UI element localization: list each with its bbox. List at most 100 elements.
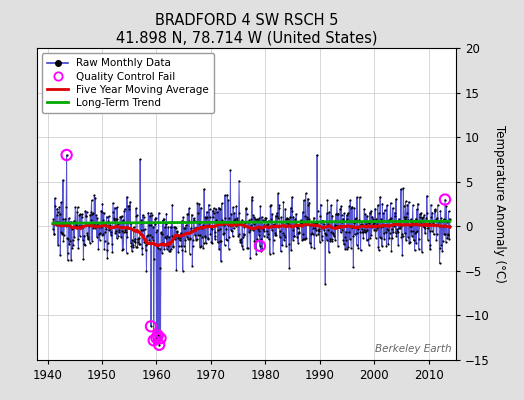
Point (144, 210, 152, 216)
Point (285, 222, 293, 228)
Point (98, 232, 106, 238)
Point (370, 227, 378, 233)
Point (99, 216, 107, 223)
Point (52, 212, 61, 218)
Point (419, 222, 427, 228)
Point (399, 202, 408, 209)
Point (274, 190, 282, 197)
Point (66, 221, 74, 228)
Point (355, 217, 364, 224)
Point (196, 244, 204, 250)
Point (427, 214, 435, 220)
Point (93, 215, 102, 221)
Point (227, 211, 235, 217)
Point (221, 192, 229, 198)
Point (49, 216, 58, 223)
Point (439, 238, 447, 244)
Point (172, 232, 180, 239)
Point (270, 222, 278, 228)
Point (60, 221, 69, 228)
Point (134, 236, 143, 242)
Point (408, 219, 417, 225)
Point (97, 208, 105, 214)
Point (347, 224, 356, 230)
Point (121, 227, 129, 233)
Point (234, 220, 242, 227)
Point (224, 246, 233, 252)
Point (101, 238, 109, 244)
Point (357, 226, 366, 232)
Point (138, 250, 147, 257)
Point (70, 234, 79, 240)
Point (224, 222, 232, 228)
Point (223, 192, 232, 198)
Point (105, 225, 114, 232)
Point (229, 204, 237, 210)
Point (263, 234, 271, 240)
Point (355, 223, 363, 229)
Point (80, 240, 89, 247)
Point (106, 232, 115, 238)
Legend: Raw Monthly Data, Quality Control Fail, Five Year Moving Average, Long-Term Tren: Raw Monthly Data, Quality Control Fail, … (42, 53, 214, 113)
Point (374, 202, 382, 208)
Point (423, 210, 431, 216)
Point (196, 218, 205, 225)
Point (278, 230, 287, 237)
Point (390, 210, 399, 216)
Point (155, 210, 163, 216)
Point (140, 238, 148, 245)
Point (381, 222, 389, 229)
Point (159, 239, 168, 246)
Point (179, 268, 187, 274)
Point (90, 220, 98, 227)
Point (418, 248, 426, 255)
Point (200, 240, 208, 246)
Point (427, 202, 435, 208)
Point (435, 260, 444, 266)
Point (83, 230, 91, 237)
Point (118, 247, 127, 254)
Point (326, 238, 334, 244)
Point (178, 218, 186, 224)
Point (290, 232, 298, 239)
Point (431, 208, 440, 214)
Point (440, 230, 449, 237)
Point (128, 237, 137, 243)
Point (365, 220, 374, 227)
Point (135, 241, 144, 247)
Point (401, 216, 409, 222)
Point (401, 198, 410, 204)
Point (283, 214, 291, 221)
Point (53, 209, 62, 215)
Point (368, 213, 377, 220)
Point (311, 225, 319, 231)
Point (311, 220, 320, 226)
Point (333, 223, 342, 229)
Point (115, 229, 123, 235)
Point (373, 225, 381, 231)
Point (345, 236, 354, 242)
Point (233, 215, 241, 222)
Point (79, 256, 88, 262)
Point (378, 200, 387, 207)
Point (443, 231, 452, 237)
Point (116, 214, 125, 220)
Point (405, 199, 413, 205)
Point (174, 243, 183, 249)
Point (282, 243, 290, 249)
Point (133, 212, 141, 218)
Point (281, 206, 289, 212)
Point (66, 238, 74, 245)
Point (334, 210, 343, 217)
Point (88, 237, 96, 244)
Point (416, 219, 424, 226)
Point (261, 215, 270, 221)
Point (75, 232, 84, 239)
Point (122, 229, 130, 236)
Point (206, 231, 215, 237)
Point (75, 212, 83, 219)
Point (207, 239, 215, 246)
Point (151, 216, 159, 222)
Point (444, 208, 453, 215)
Point (111, 204, 119, 211)
